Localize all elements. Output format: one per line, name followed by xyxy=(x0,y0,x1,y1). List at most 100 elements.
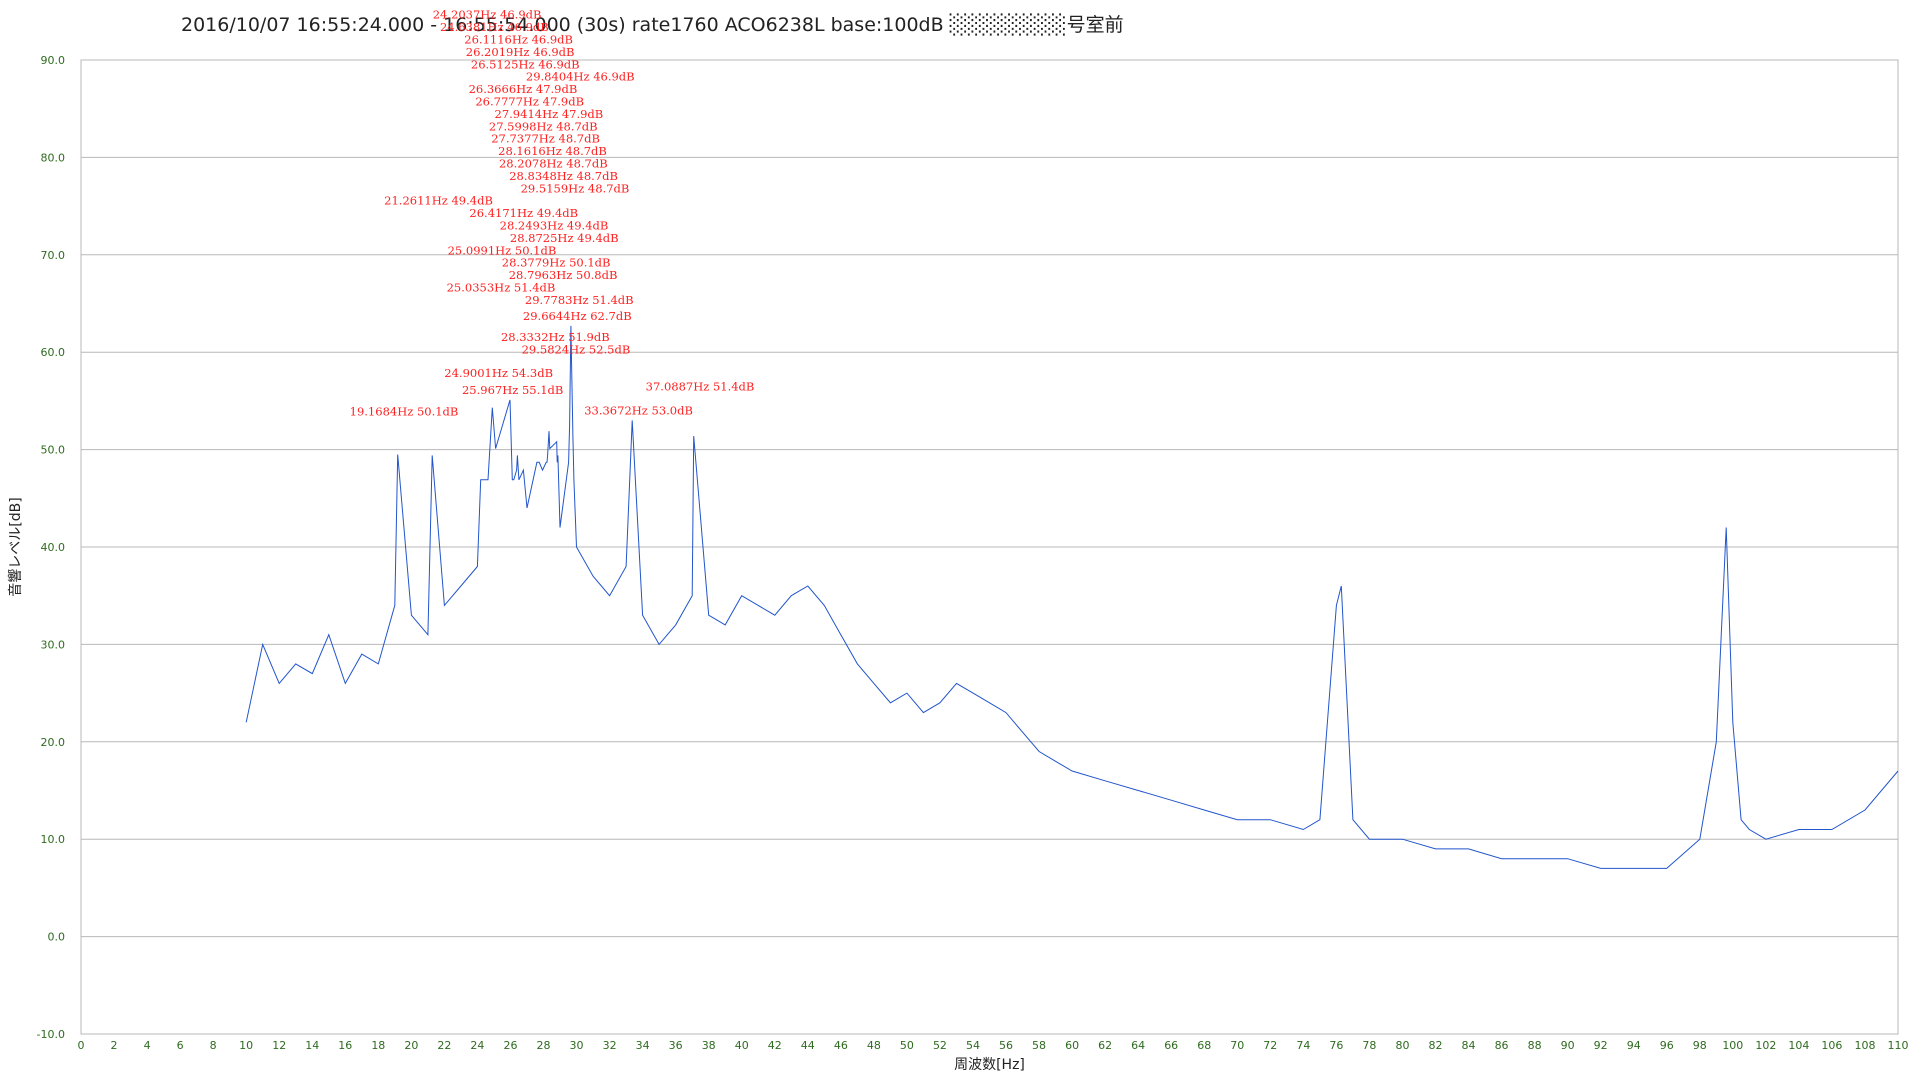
x-tick-label: 36 xyxy=(669,1039,683,1052)
x-tick-label: 18 xyxy=(371,1039,385,1052)
peak-label: 28.8348Hz 48.7dB xyxy=(509,169,618,183)
x-tick-label: 94 xyxy=(1627,1039,1641,1052)
x-tick-label: 68 xyxy=(1197,1039,1211,1052)
peak-label: 28.2493Hz 49.4dB xyxy=(500,219,609,233)
x-tick-label: 90 xyxy=(1561,1039,1575,1052)
x-tick-label: 14 xyxy=(305,1039,319,1052)
y-tick-label: 30.0 xyxy=(41,638,66,651)
peak-label: 26.5125Hz 46.9dB xyxy=(471,57,580,71)
x-tick-label: 20 xyxy=(404,1039,418,1052)
x-tick-label: 76 xyxy=(1329,1039,1343,1052)
peak-label: 29.8404Hz 46.9dB xyxy=(526,70,635,84)
x-tick-label: 42 xyxy=(768,1039,782,1052)
x-tick-label: 46 xyxy=(834,1039,848,1052)
x-axis-label: 周波数[Hz] xyxy=(954,1057,1025,1073)
x-tick-label: 92 xyxy=(1594,1039,1608,1052)
peak-label: 24.6381Hz 46.9dB xyxy=(440,20,549,34)
x-tick-label: 58 xyxy=(1032,1039,1046,1052)
x-tick-label: 62 xyxy=(1098,1039,1112,1052)
x-tick-label: 16 xyxy=(338,1039,352,1052)
peak-label: 21.2611Hz 49.4dB xyxy=(384,194,493,208)
x-tick-label: 32 xyxy=(603,1039,617,1052)
x-tick-label: 54 xyxy=(966,1039,980,1052)
peak-label: 29.7783Hz 51.4dB xyxy=(525,293,634,307)
x-tick-label: 60 xyxy=(1065,1039,1079,1052)
x-tick-label: 50 xyxy=(900,1039,914,1052)
x-tick-label: 22 xyxy=(437,1039,451,1052)
x-tick-label: 56 xyxy=(999,1039,1013,1052)
grid-layer xyxy=(80,59,1899,1035)
x-tick-label: 28 xyxy=(537,1039,551,1052)
x-tick-label: 98 xyxy=(1693,1039,1707,1052)
y-tick-label: 40.0 xyxy=(41,541,66,554)
peak-label: 25.967Hz 55.1dB xyxy=(462,383,563,397)
x-tick-label: 24 xyxy=(470,1039,484,1052)
x-tick-label: 26 xyxy=(503,1039,517,1052)
x-tick-label: 4 xyxy=(144,1039,151,1052)
peak-label: 24.9001Hz 54.3dB xyxy=(444,366,553,380)
y-tick-label: 50.0 xyxy=(41,444,66,457)
x-tick-label: 12 xyxy=(272,1039,286,1052)
y-tick-label: -10.0 xyxy=(37,1028,65,1041)
peak-label: 29.6644Hz 62.7dB xyxy=(523,309,632,323)
y-axis-label: 音響レベル[dB] xyxy=(7,497,24,596)
peak-label: 26.4171Hz 49.4dB xyxy=(469,206,578,220)
x-tick-label: 34 xyxy=(636,1039,650,1052)
peak-label: 24.2037Hz 46.9dB xyxy=(433,8,542,22)
y-tick-label: 70.0 xyxy=(41,249,66,262)
peak-label: 26.1116Hz 46.9dB xyxy=(464,33,573,47)
x-tick-label: 108 xyxy=(1854,1039,1875,1052)
peak-label: 37.0887Hz 51.4dB xyxy=(646,380,755,394)
y-tick-label: 10.0 xyxy=(41,833,66,846)
x-tick-label: 104 xyxy=(1788,1039,1809,1052)
peak-annotations: 29.6644Hz 62.7dB 25.967Hz 55.1dB 24.9001Hz… xyxy=(350,8,755,419)
x-tick-label: 110 xyxy=(1888,1039,1909,1052)
y-tick-label: 0.0 xyxy=(48,931,66,944)
peak-label: 25.0353Hz 51.4dB xyxy=(447,281,556,295)
x-tick-label: 100 xyxy=(1722,1039,1743,1052)
x-tick-label: 86 xyxy=(1495,1039,1509,1052)
x-tick-label: 96 xyxy=(1660,1039,1674,1052)
peak-label: 27.5998Hz 48.7dB xyxy=(489,119,598,133)
x-tick-label: 8 xyxy=(210,1039,217,1052)
y-tick-label: 20.0 xyxy=(41,736,66,749)
peak-label: 33.3672Hz 53.0dB xyxy=(584,403,693,417)
peak-label: 28.8725Hz 49.4dB xyxy=(510,231,619,245)
peak-label: 27.7377Hz 48.7dB xyxy=(491,132,600,146)
x-tick-label: 6 xyxy=(177,1039,184,1052)
y-axis-ticks: -10.0 0.0 10.0 20.0 30.0 40.0 50.0 60.0 70.0 80.0… xyxy=(37,54,65,1041)
peak-label: 25.0991Hz 50.1dB xyxy=(448,243,557,257)
x-tick-label: 30 xyxy=(570,1039,584,1052)
peak-label: 27.9414Hz 47.9dB xyxy=(495,107,604,121)
x-tick-label: 78 xyxy=(1362,1039,1376,1052)
peak-label: 26.3666Hz 47.9dB xyxy=(469,82,578,96)
x-tick-label: 84 xyxy=(1462,1039,1476,1052)
peak-label: 28.3332Hz 51.9dB xyxy=(501,330,610,344)
peak-label: 29.5159Hz 48.7dB xyxy=(521,181,630,195)
x-tick-label: 66 xyxy=(1164,1039,1178,1052)
x-tick-label: 40 xyxy=(735,1039,749,1052)
x-tick-label: 74 xyxy=(1296,1039,1310,1052)
x-tick-label: 52 xyxy=(933,1039,947,1052)
x-tick-label: 80 xyxy=(1395,1039,1409,1052)
series-layer xyxy=(245,325,1899,869)
x-tick-label: 64 xyxy=(1131,1039,1145,1052)
y-tick-label: 80.0 xyxy=(41,151,66,164)
x-tick-label: 88 xyxy=(1528,1039,1542,1052)
x-tick-label: 10 xyxy=(239,1039,253,1052)
x-tick-label: 48 xyxy=(867,1039,881,1052)
y-tick-label: 90.0 xyxy=(41,54,66,67)
x-tick-label: 72 xyxy=(1263,1039,1277,1052)
chart-title: 2016/10/07 16:55:24.000 - 16:55:54.000 (… xyxy=(181,14,1124,36)
peak-label: 28.3779Hz 50.1dB xyxy=(502,256,611,270)
peak-label: 28.7963Hz 50.8dB xyxy=(509,268,618,282)
x-tick-label: 102 xyxy=(1755,1039,1776,1052)
peak-label: 28.1616Hz 48.7dB xyxy=(498,144,607,158)
x-tick-label: 38 xyxy=(702,1039,716,1052)
y-tick-label: 60.0 xyxy=(41,346,66,359)
x-tick-label: 2 xyxy=(111,1039,118,1052)
peak-label: 28.2078Hz 48.7dB xyxy=(499,157,608,171)
x-tick-label: 106 xyxy=(1821,1039,1842,1052)
x-tick-label: 82 xyxy=(1428,1039,1442,1052)
